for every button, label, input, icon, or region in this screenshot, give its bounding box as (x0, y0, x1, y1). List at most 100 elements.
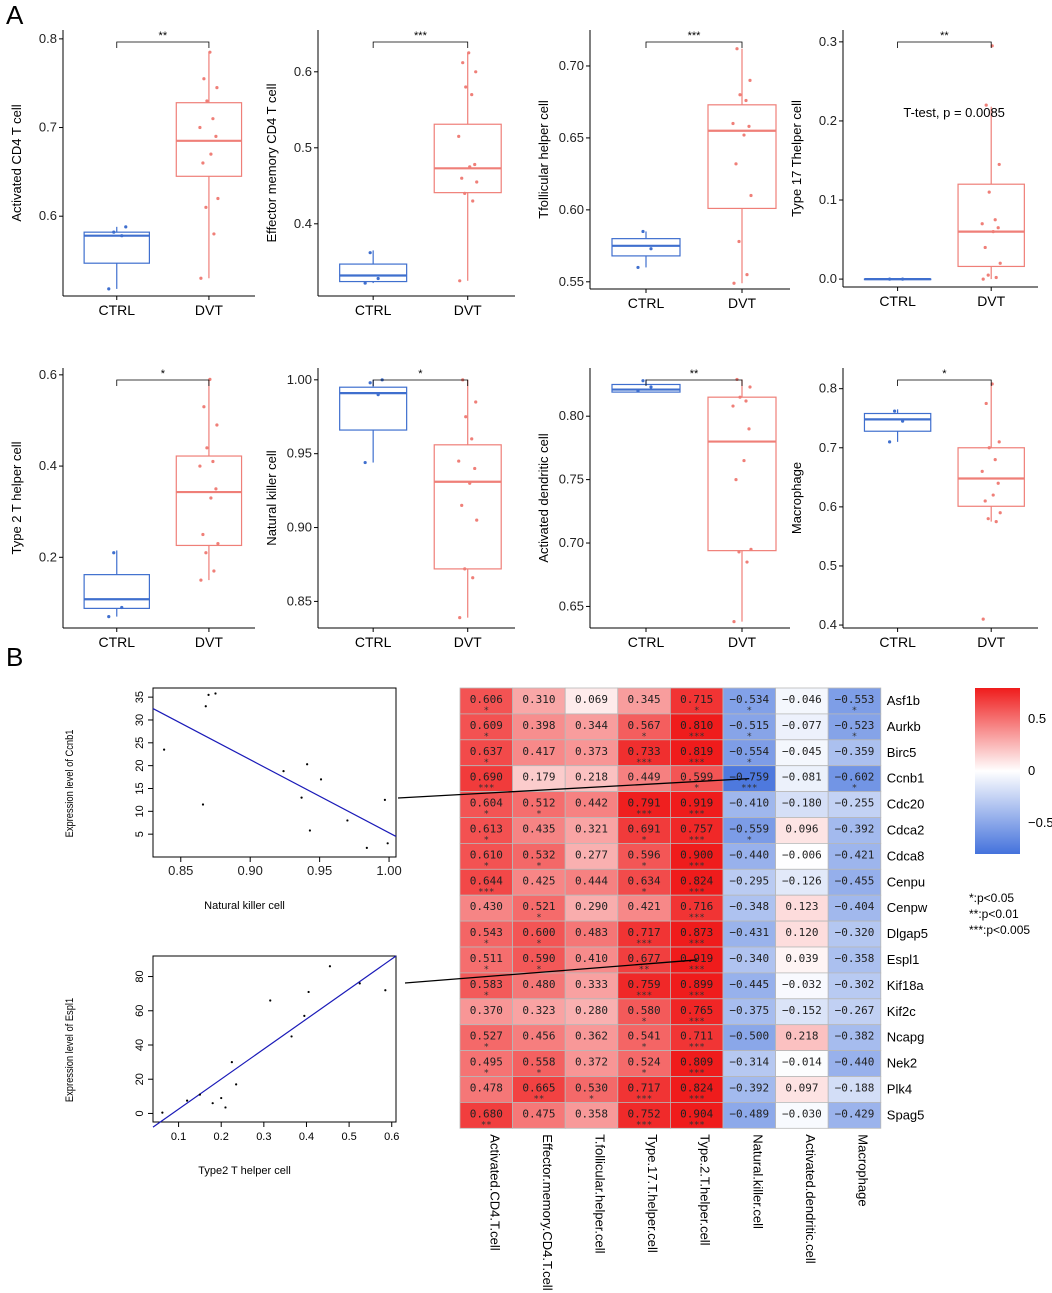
connector-espl1 (404, 959, 697, 984)
x-tick-label: CTRL (355, 634, 392, 650)
heatmap-cell (827, 920, 882, 948)
heatmap-cell (617, 946, 671, 974)
data-point (211, 1102, 214, 1105)
cell-value: −0.359 (835, 745, 875, 758)
data-point (163, 748, 166, 751)
data-point (731, 404, 735, 408)
data-point (981, 617, 985, 621)
data-point (124, 225, 128, 229)
cell-value: 0.120 (785, 926, 818, 939)
column-label: Activated.dendritic.cell (803, 1134, 818, 1263)
data-point (998, 261, 1002, 265)
data-point (319, 778, 323, 781)
cell-value: −0.382 (835, 1030, 875, 1043)
y-tick-label: 0.70 (559, 58, 584, 73)
row-label: Kif18a (887, 978, 925, 993)
data-point (991, 493, 995, 497)
y-axis-label: Activated dendritic cell (536, 433, 551, 562)
data-point (198, 1093, 201, 1096)
data-point (365, 846, 368, 849)
data-point (991, 230, 995, 234)
cell-value: −0.602 (835, 771, 875, 784)
significance-stars: * (161, 368, 166, 380)
x-tick-label: DVT (195, 634, 223, 650)
colorbar-tick-label: −0.5 (1028, 815, 1052, 830)
heatmap-cell (722, 687, 776, 715)
cell-stars: ** (481, 1120, 492, 1130)
connector-lines (397, 778, 750, 984)
cell-value: 0.567 (628, 719, 661, 732)
cell-value: 0.596 (628, 848, 661, 861)
cell-value: 0.218 (785, 1030, 818, 1043)
cell-value: 0.613 (470, 823, 503, 836)
box-iqr (83, 231, 151, 264)
data-point (300, 796, 303, 799)
data-point (458, 616, 462, 620)
box-ctrl (611, 229, 681, 270)
data-point (996, 481, 1000, 485)
heatmap-cell (827, 868, 882, 896)
test-annotation: T-test, p = 0.0085 (903, 105, 1005, 120)
plot-frame (152, 687, 397, 858)
heatmap-cell (459, 920, 513, 948)
cell-stars: * (484, 965, 489, 975)
heatmap-cell (827, 894, 882, 922)
cell-value: −0.340 (729, 952, 769, 965)
heatmap-cell (459, 817, 513, 844)
heatmap-cell (827, 998, 882, 1026)
cell-value: 0.541 (628, 1030, 661, 1043)
cell-stars: *** (689, 1043, 705, 1053)
cell-stars: * (747, 706, 752, 716)
data-point (747, 124, 751, 129)
heatmap-cell (827, 972, 882, 1000)
data-point (474, 70, 478, 74)
cell-value: 0.527 (470, 1030, 503, 1043)
cell-stars: * (536, 965, 541, 975)
cell-value: 0.372 (575, 1056, 608, 1069)
cell-value: −0.429 (835, 1107, 875, 1120)
cell-value: 0.362 (575, 1030, 608, 1043)
x-tick-label: CTRL (98, 302, 135, 318)
scatter-panels: 0.85 0.90 0.95 1.00 5 10 15 20 25 30 35 Expression … (64, 687, 402, 1177)
y-tick-label: 20 (134, 760, 146, 772)
y-tick-label: 0.0 (819, 271, 837, 286)
cell-value: −0.404 (835, 900, 875, 913)
x-tick-label: CTRL (628, 634, 665, 650)
data-point (994, 275, 998, 280)
heatmap-cell (512, 713, 566, 741)
data-point (737, 239, 741, 244)
cell-value: −0.006 (782, 848, 822, 861)
heatmap-cell (617, 920, 671, 948)
box-ctrl (339, 250, 408, 285)
data-point (983, 499, 987, 503)
data-point (473, 162, 477, 167)
cell-value: −0.267 (835, 1004, 875, 1017)
y-tick-label: 0.5 (819, 558, 837, 573)
row-label: Kif2c (887, 1004, 916, 1019)
cell-value: 0.810 (680, 719, 713, 732)
box-ctrl (83, 225, 151, 291)
cell-value: 0.634 (628, 874, 661, 887)
heatmap-cell (617, 739, 671, 767)
y-tick-label: 0.8 (39, 31, 57, 46)
data-point (749, 193, 753, 198)
plot-frame (152, 955, 397, 1123)
data-point (306, 763, 309, 766)
y-tick-label: 15 (134, 782, 146, 794)
heatmap-cell (512, 765, 566, 793)
cell-value: 0.323 (522, 1004, 555, 1017)
data-point (888, 277, 892, 281)
heatmap-cell (670, 972, 724, 1000)
cell-value: 0.495 (470, 1056, 503, 1069)
box-dvt (707, 47, 777, 285)
y-tick-label: 0.80 (559, 408, 584, 423)
cell-value: 0.609 (470, 719, 503, 732)
cell-stars: * (484, 706, 489, 716)
cell-value: 0.717 (628, 926, 661, 939)
row-label: Asf1b (887, 693, 920, 708)
heatmap-cell (827, 791, 882, 818)
cell-value: 0.483 (575, 926, 608, 939)
cell-stars: * (484, 991, 489, 1001)
data-point (734, 162, 738, 166)
data-point (993, 218, 997, 222)
